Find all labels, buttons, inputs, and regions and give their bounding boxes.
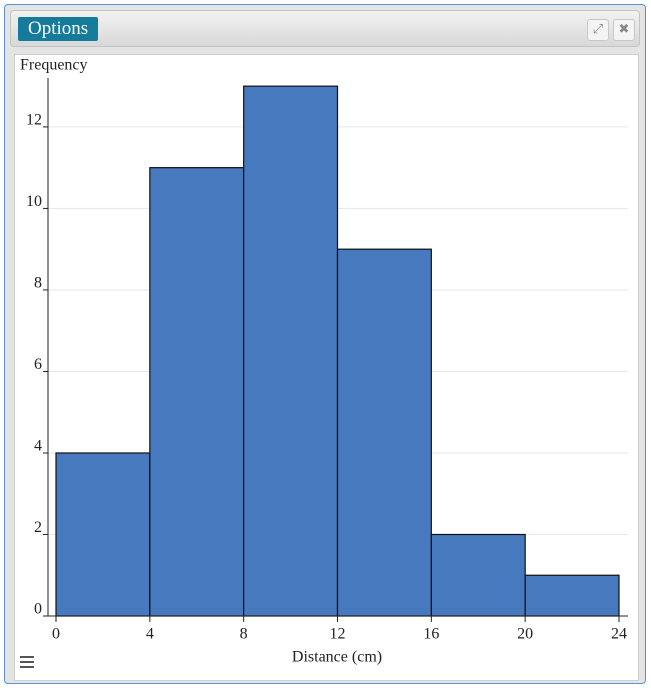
x-tick-label: 4 bbox=[146, 626, 154, 643]
y-tick-label: 10 bbox=[26, 193, 42, 210]
title-bar: Options ⤢ ✖ bbox=[10, 10, 640, 47]
y-tick-label: 12 bbox=[26, 112, 42, 129]
bar bbox=[149, 167, 245, 617]
y-tick-label: 6 bbox=[34, 356, 42, 373]
bar bbox=[243, 85, 339, 617]
maximize-button[interactable]: ⤢ bbox=[587, 19, 609, 41]
x-tick-label: 16 bbox=[423, 626, 439, 643]
x-tick-label: 24 bbox=[611, 626, 627, 643]
y-tick-label: 0 bbox=[34, 601, 42, 618]
x-tick-label: 0 bbox=[52, 626, 60, 643]
x-tick-label: 12 bbox=[330, 626, 346, 643]
bar bbox=[524, 574, 620, 617]
close-button[interactable]: ✖ bbox=[613, 19, 635, 41]
x-tick-label: 8 bbox=[240, 626, 248, 643]
bar bbox=[430, 533, 526, 617]
x-tick-label: 20 bbox=[517, 626, 533, 643]
bar bbox=[336, 248, 432, 617]
options-button[interactable]: Options bbox=[18, 17, 99, 41]
y-tick-label: 8 bbox=[34, 275, 42, 292]
y-tick-label: 2 bbox=[34, 519, 42, 536]
menu-icon[interactable] bbox=[20, 656, 34, 668]
bar bbox=[55, 452, 151, 617]
x-axis-label: Distance (cm) bbox=[292, 649, 382, 666]
y-tick-label: 4 bbox=[34, 438, 42, 455]
y-axis-label: Frequency bbox=[20, 57, 88, 74]
